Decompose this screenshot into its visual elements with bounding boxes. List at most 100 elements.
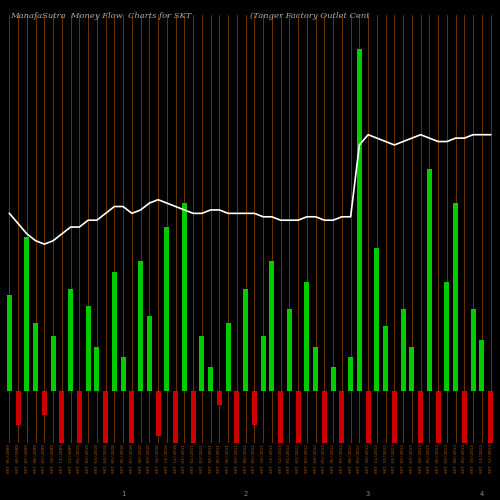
Text: SKT 05/2013: SKT 05/2013: [428, 444, 432, 472]
Bar: [304, 282, 310, 391]
Text: SKT 07/2010: SKT 07/2010: [130, 444, 134, 472]
Text: SKT 05/2011: SKT 05/2011: [218, 444, 222, 472]
Bar: [156, 391, 160, 436]
Bar: [217, 391, 222, 405]
Text: SKT 07/2009: SKT 07/2009: [25, 444, 29, 472]
Bar: [77, 391, 82, 446]
Bar: [147, 316, 152, 391]
Text: SKT 06/2011: SKT 06/2011: [226, 444, 230, 472]
Bar: [410, 346, 414, 391]
Bar: [130, 391, 134, 494]
Text: (Tanger Factory Outlet Cent: (Tanger Factory Outlet Cent: [250, 12, 370, 20]
Text: 2: 2: [244, 491, 248, 497]
Text: SKT 03/2010: SKT 03/2010: [95, 444, 99, 472]
Bar: [182, 203, 187, 391]
Text: SKT 07/2013: SKT 07/2013: [445, 444, 449, 472]
Text: SKT 12/2012: SKT 12/2012: [384, 444, 388, 472]
Text: SKT 01/2011: SKT 01/2011: [182, 444, 186, 472]
Text: SKT 02/2010: SKT 02/2010: [86, 444, 90, 472]
Text: SKT 11/2012: SKT 11/2012: [375, 444, 379, 472]
Bar: [340, 391, 344, 442]
Bar: [462, 391, 467, 500]
Text: SKT 12/2010: SKT 12/2010: [174, 444, 178, 472]
Text: 3: 3: [366, 491, 370, 497]
Text: SKT 11/2013: SKT 11/2013: [480, 444, 484, 472]
Text: SKT 11/2010: SKT 11/2010: [165, 444, 169, 472]
Bar: [348, 357, 353, 391]
Text: SKT 08/2009: SKT 08/2009: [34, 444, 38, 472]
Bar: [252, 391, 257, 426]
Text: 1: 1: [121, 491, 125, 497]
Text: SKT 09/2010: SKT 09/2010: [148, 444, 152, 472]
Bar: [200, 336, 204, 391]
Bar: [68, 288, 73, 391]
Bar: [16, 391, 20, 426]
Text: SKT 08/2013: SKT 08/2013: [454, 444, 458, 472]
Bar: [33, 323, 38, 391]
Bar: [164, 227, 170, 391]
Text: SKT 02/2011: SKT 02/2011: [191, 444, 195, 472]
Text: SKT 09/2012: SKT 09/2012: [358, 444, 362, 472]
Bar: [260, 336, 266, 391]
Text: SKT 12/2011: SKT 12/2011: [278, 444, 282, 472]
Text: SKT 07/2011: SKT 07/2011: [235, 444, 239, 472]
Text: SKT 04/2011: SKT 04/2011: [208, 444, 212, 472]
Text: SKT 09/2011: SKT 09/2011: [252, 444, 256, 472]
Text: SKT 01/2012: SKT 01/2012: [288, 444, 292, 472]
Bar: [480, 340, 484, 391]
Text: SKT 08/2010: SKT 08/2010: [138, 444, 142, 472]
Text: SKT 06/2009: SKT 06/2009: [16, 444, 20, 472]
Bar: [243, 288, 248, 391]
Bar: [278, 391, 283, 487]
Bar: [383, 326, 388, 391]
Bar: [322, 391, 327, 456]
Bar: [330, 368, 336, 391]
Bar: [42, 391, 47, 415]
Text: SKT 09/2013: SKT 09/2013: [462, 444, 466, 472]
Text: SKT 06/2010: SKT 06/2010: [121, 444, 125, 472]
Bar: [86, 306, 90, 391]
Text: SKT 04/2012: SKT 04/2012: [314, 444, 318, 472]
Text: SKT 08/2012: SKT 08/2012: [348, 444, 352, 472]
Text: SKT 10/2010: SKT 10/2010: [156, 444, 160, 472]
Bar: [392, 391, 397, 494]
Bar: [94, 346, 100, 391]
Text: SKT 01/2010: SKT 01/2010: [78, 444, 82, 472]
Bar: [270, 261, 274, 391]
Bar: [103, 391, 108, 460]
Text: SKT 05/2012: SKT 05/2012: [322, 444, 326, 472]
Bar: [374, 248, 380, 391]
Text: SKT 06/2013: SKT 06/2013: [436, 444, 440, 472]
Text: SKT 10/2011: SKT 10/2011: [261, 444, 265, 472]
Text: SKT 02/2012: SKT 02/2012: [296, 444, 300, 472]
Text: SKT 06/2012: SKT 06/2012: [331, 444, 335, 472]
Bar: [418, 391, 423, 442]
Text: SKT 01/2013: SKT 01/2013: [392, 444, 396, 472]
Text: SKT 03/2013: SKT 03/2013: [410, 444, 414, 472]
Text: SKT 12/2009: SKT 12/2009: [68, 444, 72, 472]
Bar: [60, 391, 64, 500]
Bar: [427, 169, 432, 391]
Text: SKT 02/2013: SKT 02/2013: [401, 444, 405, 472]
Text: SKT 04/2013: SKT 04/2013: [418, 444, 422, 472]
Text: SKT 05/2010: SKT 05/2010: [112, 444, 116, 472]
Bar: [226, 323, 230, 391]
Text: SKT 08/2011: SKT 08/2011: [244, 444, 248, 472]
Bar: [112, 272, 117, 391]
Bar: [400, 309, 406, 391]
Text: SKT 10/2012: SKT 10/2012: [366, 444, 370, 472]
Bar: [313, 346, 318, 391]
Text: SKT 10/2009: SKT 10/2009: [51, 444, 55, 472]
Text: SKT 04/2010: SKT 04/2010: [104, 444, 108, 472]
Text: SKT 11/2011: SKT 11/2011: [270, 444, 274, 472]
Bar: [287, 309, 292, 391]
Bar: [366, 391, 370, 500]
Bar: [234, 391, 240, 500]
Text: SKT 05/2009: SKT 05/2009: [8, 444, 12, 472]
Bar: [190, 391, 196, 473]
Bar: [24, 238, 29, 391]
Bar: [7, 296, 12, 391]
Bar: [444, 282, 450, 391]
Text: SKT 11/2009: SKT 11/2009: [60, 444, 64, 472]
Bar: [488, 391, 493, 500]
